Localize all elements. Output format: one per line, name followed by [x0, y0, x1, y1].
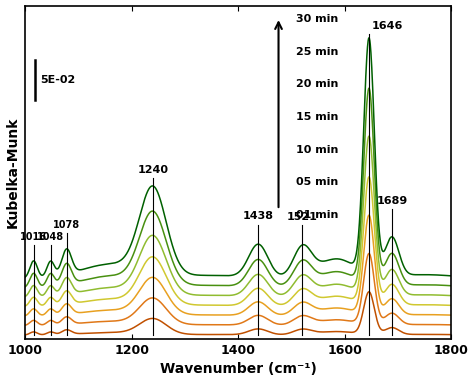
Text: 1048: 1048 — [37, 232, 64, 242]
Text: 01 min: 01 min — [296, 210, 338, 220]
Text: 10 min: 10 min — [296, 145, 338, 155]
Y-axis label: Kubelka-Munk: Kubelka-Munk — [6, 117, 19, 228]
Text: 1438: 1438 — [243, 211, 274, 222]
Text: 1016: 1016 — [20, 232, 47, 242]
Text: 1240: 1240 — [137, 165, 168, 175]
Text: 1646: 1646 — [372, 21, 403, 31]
Text: 05 min: 05 min — [296, 177, 338, 187]
Text: 5E-02: 5E-02 — [40, 75, 75, 85]
X-axis label: Wavenumber (cm⁻¹): Wavenumber (cm⁻¹) — [160, 363, 317, 376]
Text: 25 min: 25 min — [296, 47, 338, 57]
Text: 30 min: 30 min — [296, 14, 338, 24]
Text: 15 min: 15 min — [296, 112, 338, 122]
Text: 1078: 1078 — [53, 220, 80, 230]
Text: 1689: 1689 — [376, 196, 408, 206]
Text: 1521: 1521 — [287, 212, 318, 222]
Text: 20 min: 20 min — [296, 79, 338, 89]
